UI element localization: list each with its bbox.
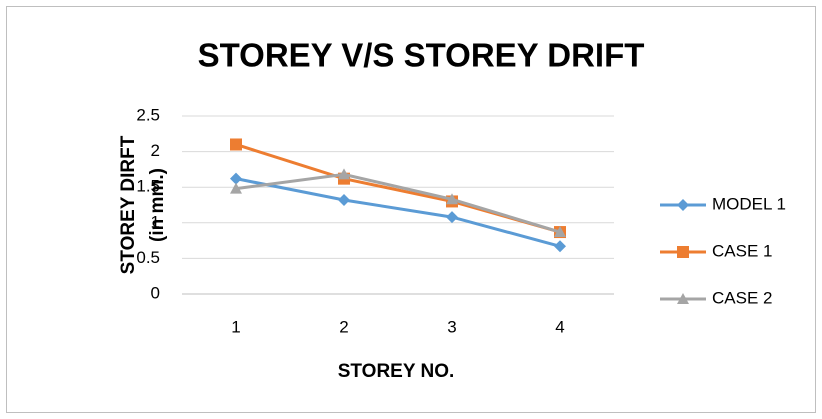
legend-label: MODEL 1 <box>712 194 786 213</box>
x-tick-label: 3 <box>447 317 456 336</box>
series-line <box>235 177 561 248</box>
y-tick-label: 1.5 <box>136 177 160 196</box>
y-axis-label: STOREY DIRFT <box>118 135 139 274</box>
series-line <box>235 172 561 234</box>
y-tick-label: 0.5 <box>136 248 160 267</box>
y-tick-label: 2 <box>151 141 160 160</box>
x-tick-label: 2 <box>339 317 348 336</box>
marker <box>338 168 350 180</box>
marker <box>230 182 242 194</box>
marker <box>230 138 242 151</box>
legend-label: CASE 1 <box>712 241 772 260</box>
x-tick-label: 1 <box>231 317 240 336</box>
legend-marker <box>677 293 689 304</box>
y-tick-label: 2.5 <box>136 105 160 124</box>
marker <box>230 172 242 185</box>
marker <box>446 193 458 205</box>
x-tick-label: 4 <box>555 317 564 336</box>
marker <box>338 194 350 207</box>
x-axis-label: STOREY NO. <box>338 361 455 382</box>
chart-title: STOREY V/S STOREY DRIFT <box>198 37 645 74</box>
y-axis-label: (in mm.) <box>147 168 168 242</box>
legend-marker <box>677 246 689 258</box>
legend-label: CASE 2 <box>712 288 772 307</box>
marker <box>554 226 566 238</box>
marker <box>446 211 458 224</box>
y-tick-label: 1 <box>151 212 160 231</box>
y-tick-label: 0 <box>151 283 160 302</box>
marker <box>554 240 566 253</box>
legend-marker <box>677 199 689 211</box>
